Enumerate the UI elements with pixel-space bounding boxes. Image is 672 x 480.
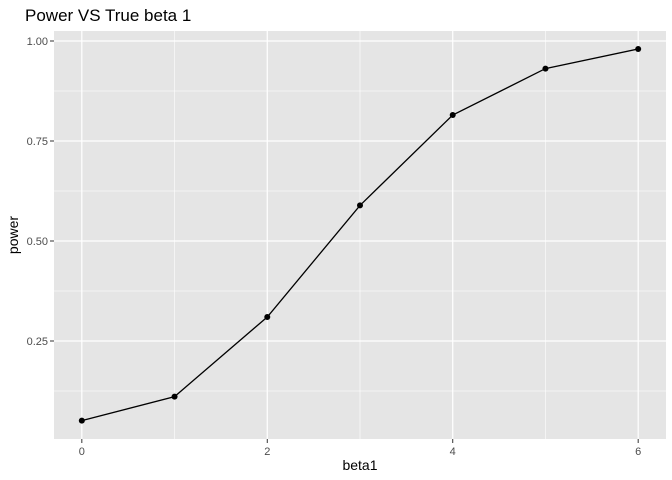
x-tick-label: 0 bbox=[79, 446, 85, 458]
major-gridlines bbox=[54, 31, 666, 439]
data-point bbox=[357, 202, 363, 209]
x-tick-label: 4 bbox=[450, 446, 456, 458]
data-point bbox=[171, 393, 178, 400]
data-point bbox=[635, 46, 642, 52]
y-axis-ticks: 0.25 0.50 0.75 1.00 bbox=[27, 36, 54, 348]
x-tick-label: 2 bbox=[264, 446, 270, 458]
data-point bbox=[542, 65, 549, 72]
y-tick-label: 1.00 bbox=[27, 36, 48, 48]
x-axis-ticks: 0 2 4 6 bbox=[79, 439, 641, 458]
x-axis-title: beta1 bbox=[342, 457, 377, 473]
chart-title: Power VS True beta 1 bbox=[25, 6, 191, 25]
data-series bbox=[78, 46, 642, 424]
y-axis-title: power bbox=[5, 216, 21, 254]
data-point bbox=[78, 417, 85, 424]
data-point bbox=[264, 314, 271, 320]
x-tick-label: 6 bbox=[635, 446, 641, 458]
y-tick-label: 0.50 bbox=[27, 236, 48, 248]
minor-gridlines bbox=[54, 31, 666, 439]
y-tick-label: 0.25 bbox=[27, 336, 48, 348]
y-tick-label: 0.75 bbox=[27, 136, 48, 148]
data-point bbox=[449, 112, 456, 118]
